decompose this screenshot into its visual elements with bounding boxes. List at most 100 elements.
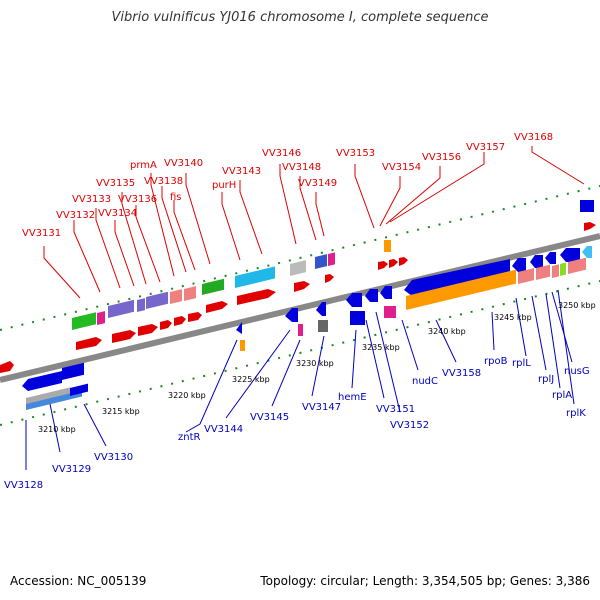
gene-arrow xyxy=(174,316,186,326)
gene-label[interactable]: VV3157 xyxy=(466,142,505,153)
leader-line xyxy=(279,164,297,245)
gene-arrow xyxy=(346,293,362,307)
leader-line xyxy=(135,205,161,283)
gene-block xyxy=(235,266,275,288)
gene-block xyxy=(350,311,365,325)
leader-line xyxy=(161,186,187,273)
gene-arrow xyxy=(582,246,592,258)
lower-tick-track xyxy=(0,280,600,426)
gene-arrow xyxy=(378,261,388,270)
gene-label[interactable]: zntR xyxy=(178,432,201,443)
leader-line xyxy=(379,176,401,227)
map-title: Vibrio vulnificus YJ016 chromosome I, co… xyxy=(111,10,489,25)
scale-label: 3230 kbp xyxy=(296,359,334,368)
gene-block xyxy=(97,311,105,325)
scale-label: 3215 kbp xyxy=(102,407,140,416)
gene-block xyxy=(0,361,14,373)
leader-line xyxy=(389,152,485,223)
gene-label[interactable]: VV3154 xyxy=(382,162,421,173)
leader-line xyxy=(351,329,357,389)
gene-arrow xyxy=(404,259,510,296)
gene-label[interactable]: rplJ xyxy=(538,374,554,385)
scale-label: 3235 kbp xyxy=(362,343,400,352)
leader-line xyxy=(354,164,375,229)
gene-block xyxy=(62,362,84,380)
gene-label[interactable]: VV3147 xyxy=(302,402,341,413)
gene-label[interactable]: VV3158 xyxy=(442,368,481,379)
gene-arrow xyxy=(22,371,62,391)
gene-label[interactable]: VV3168 xyxy=(514,132,553,143)
leader-line xyxy=(83,403,107,447)
gene-block xyxy=(384,306,396,318)
gene-label[interactable]: rplA xyxy=(552,390,572,401)
leader-line xyxy=(95,208,121,289)
gene-label[interactable]: VV3131 xyxy=(22,228,61,239)
gene-label[interactable]: VV3148 xyxy=(282,162,321,173)
gene-label[interactable]: VV3129 xyxy=(52,464,91,475)
gene-label[interactable]: VV3134 xyxy=(98,208,137,219)
gene-label[interactable]: VV3135 xyxy=(96,178,135,189)
chromosome-backbone xyxy=(0,233,600,383)
gene-block xyxy=(315,254,327,269)
gene-block xyxy=(328,252,335,267)
gene-block xyxy=(146,291,168,309)
gene-label[interactable]: nusG xyxy=(564,366,590,377)
reverse-strand-genes xyxy=(22,246,592,410)
gene-arrow xyxy=(188,312,202,322)
leader-line xyxy=(239,180,263,255)
gene-label[interactable]: VV3143 xyxy=(222,166,261,177)
gene-label[interactable]: VV3130 xyxy=(94,452,133,463)
gene-label[interactable]: VV3149 xyxy=(298,178,337,189)
gene-label[interactable]: prmA xyxy=(130,160,157,171)
leader-line xyxy=(515,297,527,357)
gene-block xyxy=(137,298,145,312)
gene-block xyxy=(26,387,70,405)
gene-label[interactable]: nudC xyxy=(412,376,438,387)
gene-block xyxy=(560,262,566,276)
leader-line xyxy=(385,166,441,225)
gene-arrow xyxy=(380,286,392,299)
leader-line xyxy=(150,173,175,277)
scale-label: 3245 kbp xyxy=(494,313,532,322)
gene-label[interactable]: VV3145 xyxy=(250,412,289,423)
gene-label[interactable]: rpoB xyxy=(484,356,508,367)
gene-label[interactable]: VV3156 xyxy=(422,152,461,163)
gene-label[interactable]: fis xyxy=(170,192,182,203)
gene-arrow xyxy=(237,289,276,305)
gene-arrow xyxy=(206,301,228,313)
gene-block xyxy=(518,268,534,284)
forward-strand-genes xyxy=(0,200,596,373)
leader-line xyxy=(365,319,385,399)
leader-line xyxy=(435,319,457,363)
gene-label[interactable]: VV3152 xyxy=(390,420,429,431)
leader-line xyxy=(315,192,325,237)
gene-block xyxy=(108,299,134,318)
gene-label[interactable]: VV3140 xyxy=(164,158,203,169)
summary-text: Topology: circular; Length: 3,354,505 bp… xyxy=(260,574,590,588)
gene-label[interactable]: VV3144 xyxy=(204,424,243,435)
gene-label[interactable]: VV3132 xyxy=(56,210,95,221)
gene-arrow xyxy=(294,281,310,292)
gene-label[interactable]: VV3146 xyxy=(262,148,301,159)
gene-label[interactable]: hemE xyxy=(338,392,367,403)
gene-label[interactable]: VV3151 xyxy=(376,404,415,415)
gene-arrow xyxy=(512,258,526,272)
gene-label[interactable]: rplK xyxy=(566,408,586,419)
gene-arrow xyxy=(545,252,556,264)
leader-line xyxy=(114,220,135,287)
gene-label[interactable]: purH xyxy=(212,180,236,191)
leader-line xyxy=(299,176,317,241)
scale-label: 3210 kbp xyxy=(38,425,76,434)
leader-line xyxy=(185,339,238,433)
gene-label[interactable]: VV3138 xyxy=(144,176,183,187)
leader-line xyxy=(43,246,81,299)
gene-label[interactable]: VV3133 xyxy=(72,194,111,205)
leader-line xyxy=(225,329,291,419)
leader-line xyxy=(271,339,301,407)
leader-line xyxy=(49,403,61,453)
gene-label[interactable]: VV3128 xyxy=(4,480,43,491)
gene-label[interactable]: VV3153 xyxy=(336,148,375,159)
gene-label[interactable]: rplL xyxy=(512,358,531,369)
gene-label[interactable]: VV3136 xyxy=(118,194,157,205)
